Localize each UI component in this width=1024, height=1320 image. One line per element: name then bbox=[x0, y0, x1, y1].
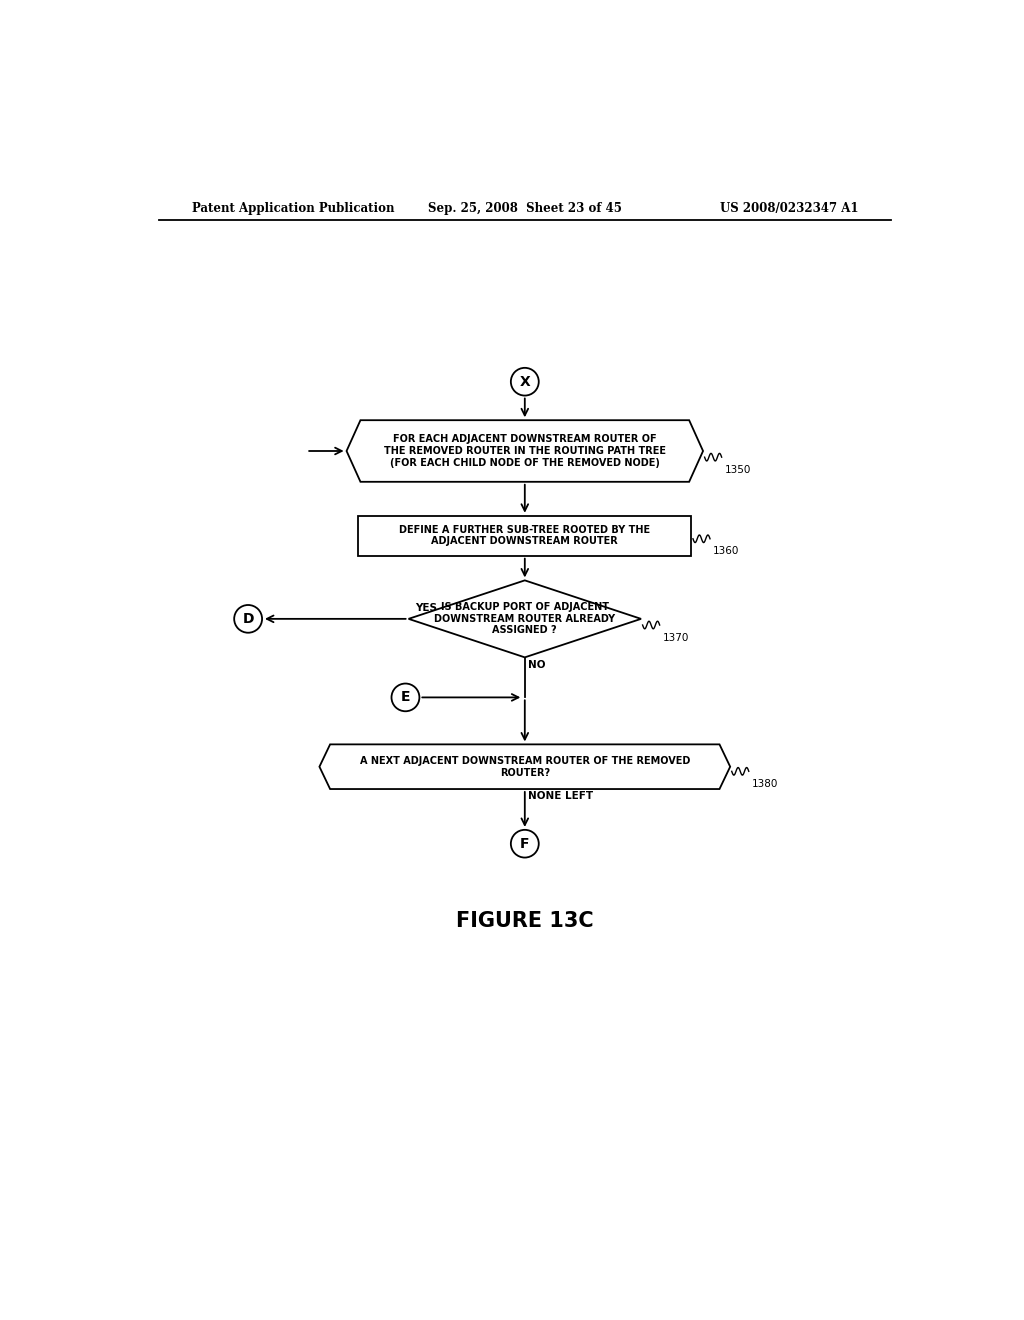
Text: 1380: 1380 bbox=[752, 779, 778, 789]
Text: 1360: 1360 bbox=[713, 546, 739, 557]
Circle shape bbox=[391, 684, 420, 711]
Text: YES: YES bbox=[415, 603, 437, 612]
Text: A NEXT ADJACENT DOWNSTREAM ROUTER OF THE REMOVED
ROUTER?: A NEXT ADJACENT DOWNSTREAM ROUTER OF THE… bbox=[359, 756, 690, 777]
Text: D: D bbox=[243, 612, 254, 626]
Text: Sep. 25, 2008  Sheet 23 of 45: Sep. 25, 2008 Sheet 23 of 45 bbox=[428, 202, 622, 215]
Text: 1350: 1350 bbox=[725, 465, 752, 475]
Text: NO: NO bbox=[528, 660, 546, 671]
Text: IS BACKUP PORT OF ADJACENT
DOWNSTREAM ROUTER ALREADY
ASSIGNED ?: IS BACKUP PORT OF ADJACENT DOWNSTREAM RO… bbox=[434, 602, 615, 635]
Polygon shape bbox=[409, 581, 641, 657]
Text: X: X bbox=[519, 375, 530, 388]
Circle shape bbox=[511, 830, 539, 858]
Circle shape bbox=[511, 368, 539, 396]
Text: Patent Application Publication: Patent Application Publication bbox=[191, 202, 394, 215]
Bar bbox=[358, 516, 691, 556]
Text: E: E bbox=[400, 690, 411, 705]
Polygon shape bbox=[319, 744, 730, 789]
Polygon shape bbox=[346, 420, 703, 482]
Text: FIGURE 13C: FIGURE 13C bbox=[456, 911, 594, 931]
Text: F: F bbox=[520, 837, 529, 850]
Circle shape bbox=[234, 605, 262, 632]
Text: FOR EACH ADJACENT DOWNSTREAM ROUTER OF
THE REMOVED ROUTER IN THE ROUTING PATH TR: FOR EACH ADJACENT DOWNSTREAM ROUTER OF T… bbox=[384, 434, 666, 467]
Text: NONE LEFT: NONE LEFT bbox=[528, 792, 593, 801]
Text: DEFINE A FURTHER SUB-TREE ROOTED BY THE
ADJACENT DOWNSTREAM ROUTER: DEFINE A FURTHER SUB-TREE ROOTED BY THE … bbox=[399, 525, 650, 546]
Text: 1370: 1370 bbox=[663, 632, 689, 643]
Text: US 2008/0232347 A1: US 2008/0232347 A1 bbox=[720, 202, 858, 215]
